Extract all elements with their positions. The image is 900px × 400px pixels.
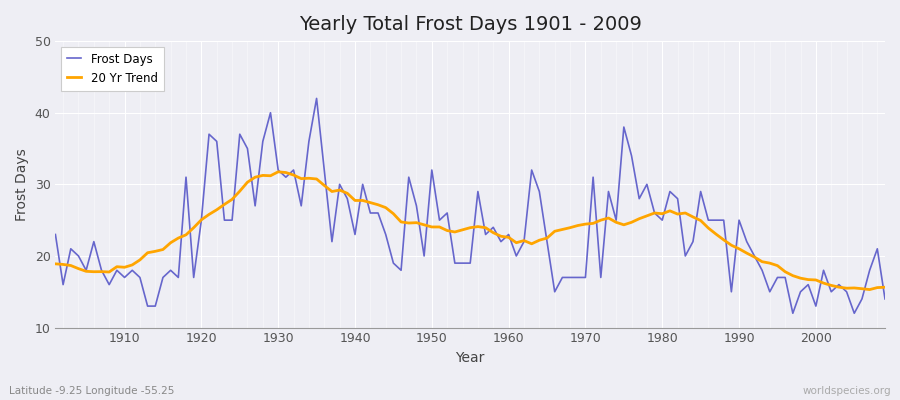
20 Yr Trend <box>503 235 514 240</box>
20 Yr Trend <box>288 173 299 178</box>
Y-axis label: Frost Days: Frost Days <box>15 148 29 221</box>
Legend: Frost Days, 20 Yr Trend: Frost Days, 20 Yr Trend <box>61 47 164 91</box>
Frost Days <box>511 254 522 258</box>
Frost Days <box>50 232 61 237</box>
Title: Yearly Total Frost Days 1901 - 2009: Yearly Total Frost Days 1901 - 2009 <box>299 15 642 34</box>
20 Yr Trend <box>334 188 345 192</box>
20 Yr Trend <box>864 287 875 292</box>
Line: Frost Days: Frost Days <box>56 98 885 313</box>
20 Yr Trend <box>879 285 890 290</box>
20 Yr Trend <box>511 240 522 245</box>
Text: worldspecies.org: worldspecies.org <box>803 386 891 396</box>
20 Yr Trend <box>603 216 614 220</box>
Frost Days <box>503 232 514 237</box>
Frost Days <box>112 268 122 273</box>
Frost Days <box>879 296 890 301</box>
Frost Days <box>788 311 798 316</box>
Frost Days <box>334 182 345 187</box>
Text: Latitude -9.25 Longitude -55.25: Latitude -9.25 Longitude -55.25 <box>9 386 175 396</box>
Frost Days <box>281 175 292 180</box>
20 Yr Trend <box>112 264 122 269</box>
Frost Days <box>603 189 614 194</box>
Line: 20 Yr Trend: 20 Yr Trend <box>56 172 885 290</box>
20 Yr Trend <box>50 262 61 266</box>
Frost Days <box>311 96 322 101</box>
20 Yr Trend <box>273 170 284 174</box>
X-axis label: Year: Year <box>455 351 485 365</box>
